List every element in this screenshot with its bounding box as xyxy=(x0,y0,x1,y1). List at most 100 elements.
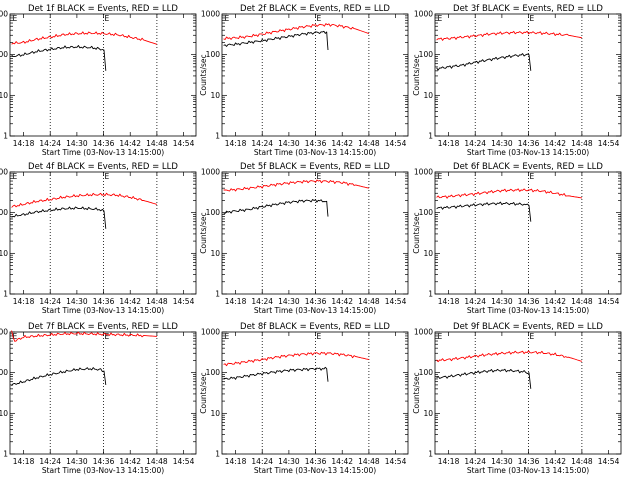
y-tick-label: 10 xyxy=(423,91,433,100)
y-tick-label: 1000 xyxy=(414,10,433,19)
plot-frame xyxy=(9,171,197,295)
x-tick-label: 14:42 xyxy=(331,297,353,306)
y-tick-label: 1000 xyxy=(414,328,433,337)
x-tick-label: 14:30 xyxy=(278,457,300,466)
x-tick-label: 14:48 xyxy=(571,297,593,306)
lld-series-line xyxy=(223,179,370,192)
x-tick-label: 14:54 xyxy=(173,457,195,466)
y-axis-label: Counts/sec xyxy=(199,372,208,413)
events-series-line xyxy=(223,199,329,217)
x-tick-label: 14:18 xyxy=(438,297,460,306)
y-axis-label: Counts/sec xyxy=(199,54,208,95)
x-tick-label: 14:48 xyxy=(358,297,380,306)
x-tick-label: 14:36 xyxy=(305,139,327,148)
plot-frame xyxy=(434,13,622,137)
y-tick-label: 100 xyxy=(419,368,434,377)
y-tick-label: 100 xyxy=(0,368,8,377)
x-axis-label: Start Time (03-Nov-13 14:15:00) xyxy=(42,148,164,157)
x-tick-label: 14:24 xyxy=(251,139,273,148)
x-tick-label: 14:48 xyxy=(146,297,168,306)
panel-title: Det 3f BLACK = Events, RED = LLD xyxy=(453,4,603,14)
y-tick-label: 1 xyxy=(3,290,8,299)
y-tick-label: 1000 xyxy=(201,168,220,177)
x-tick-label: 14:30 xyxy=(491,457,513,466)
y-tick-label: 10 xyxy=(0,249,8,258)
event-marker-label: E xyxy=(13,332,18,341)
event-marker-label: E xyxy=(530,14,535,23)
detector-panel-7: Det 7f BLACK = Events, RED = LLDEE110100… xyxy=(0,322,197,475)
event-marker-label: E xyxy=(317,332,322,341)
y-tick-label: 1000 xyxy=(201,10,220,19)
x-tick-label: 14:30 xyxy=(278,297,300,306)
x-tick-label: 14:24 xyxy=(39,139,61,148)
event-marker-label: E xyxy=(530,172,535,181)
x-tick-label: 14:48 xyxy=(358,139,380,148)
x-tick-label: 14:18 xyxy=(13,139,35,148)
panel-title: Det 7f BLACK = Events, RED = LLD xyxy=(28,322,178,332)
x-tick-label: 14:36 xyxy=(518,139,540,148)
x-tick-label: 14:36 xyxy=(305,457,327,466)
lld-series-line xyxy=(11,330,157,342)
event-marker-label: E xyxy=(438,14,443,23)
x-tick-label: 14:54 xyxy=(598,297,620,306)
x-tick-label: 14:54 xyxy=(385,297,407,306)
x-tick-label: 14:30 xyxy=(491,139,513,148)
x-tick-label: 14:54 xyxy=(385,139,407,148)
x-tick-label: 14:42 xyxy=(331,457,353,466)
y-tick-label: 100 xyxy=(206,368,221,377)
event-marker-label: E xyxy=(317,172,322,181)
panel-title: Det 9f BLACK = Events, RED = LLD xyxy=(453,322,603,332)
x-tick-label: 14:18 xyxy=(225,297,247,306)
panel-title: Det 4f BLACK = Events, RED = LLD xyxy=(28,162,178,172)
x-tick-label: 14:36 xyxy=(305,297,327,306)
x-tick-label: 14:30 xyxy=(278,139,300,148)
x-tick-label: 14:54 xyxy=(598,139,620,148)
x-tick-label: 14:42 xyxy=(331,139,353,148)
x-tick-label: 14:42 xyxy=(544,139,566,148)
x-tick-label: 14:18 xyxy=(13,457,35,466)
events-series-line xyxy=(223,366,329,382)
events-series-line xyxy=(436,201,532,222)
plot-frame xyxy=(221,13,409,137)
y-tick-label: 1000 xyxy=(0,328,8,337)
x-tick-label: 14:48 xyxy=(146,139,168,148)
y-tick-label: 1 xyxy=(428,450,433,459)
x-tick-label: 14:42 xyxy=(544,297,566,306)
y-tick-label: 10 xyxy=(423,249,433,258)
event-marker-label: E xyxy=(225,332,230,341)
x-axis-label: Start Time (03-Nov-13 14:15:00) xyxy=(42,466,164,475)
x-tick-label: 14:18 xyxy=(13,297,35,306)
y-tick-label: 1000 xyxy=(201,328,220,337)
y-tick-label: 10 xyxy=(0,91,8,100)
y-axis-label: Counts/sec xyxy=(412,212,421,253)
plot-frame xyxy=(434,171,622,295)
y-tick-label: 100 xyxy=(206,208,221,217)
x-tick-label: 14:30 xyxy=(66,297,88,306)
y-tick-label: 100 xyxy=(0,208,8,217)
plot-frame xyxy=(9,13,197,137)
x-tick-label: 14:36 xyxy=(518,297,540,306)
x-axis-label: Start Time (03-Nov-13 14:15:00) xyxy=(467,148,589,157)
event-marker-label: E xyxy=(530,332,535,341)
lld-series-line xyxy=(11,31,158,45)
x-tick-label: 14:24 xyxy=(39,457,61,466)
events-series-line xyxy=(436,53,532,71)
x-axis-label: Start Time (03-Nov-13 14:15:00) xyxy=(254,466,376,475)
event-marker-label: E xyxy=(105,332,110,341)
x-tick-label: 14:36 xyxy=(93,139,115,148)
x-tick-label: 14:24 xyxy=(464,139,486,148)
event-marker-label: E xyxy=(13,172,18,181)
x-tick-label: 14:42 xyxy=(544,457,566,466)
y-axis-label: Counts/sec xyxy=(412,54,421,95)
event-marker-label: E xyxy=(438,332,443,341)
x-tick-label: 14:42 xyxy=(119,457,141,466)
events-series-line xyxy=(223,30,329,51)
y-tick-label: 10 xyxy=(0,409,8,418)
x-tick-label: 14:24 xyxy=(464,297,486,306)
x-tick-label: 14:18 xyxy=(225,457,247,466)
x-tick-label: 14:48 xyxy=(571,457,593,466)
